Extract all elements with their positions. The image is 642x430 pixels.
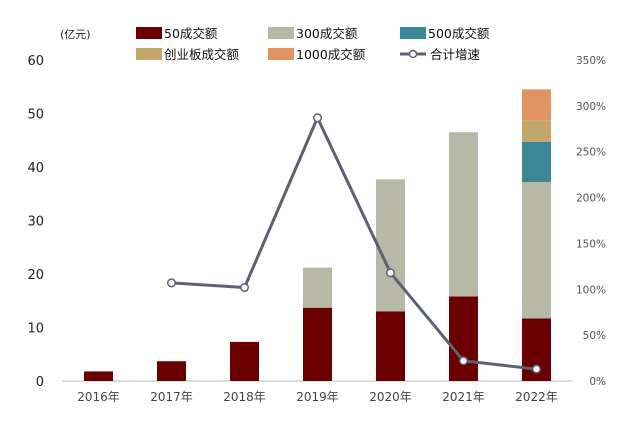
growth-point [385, 268, 396, 278]
legend-swatch [268, 48, 294, 60]
growth-point [312, 113, 323, 123]
growth-point [531, 364, 542, 374]
growth-line [166, 113, 542, 374]
y-left-tick-label: 10 [27, 322, 44, 337]
y-left-tick-label: 60 [27, 54, 44, 69]
y-left-tick-label: 0 [36, 375, 44, 390]
y-right-tick-label: 100% [576, 284, 606, 296]
y-left-tick-label: 40 [27, 161, 44, 176]
legend-swatch [136, 27, 162, 39]
legend-label: 300成交额 [296, 26, 358, 41]
x-tick-label: 2017年 [150, 390, 193, 404]
legend-swatch [136, 48, 162, 60]
legend-label: 创业板成交额 [164, 47, 240, 62]
bar-segment [157, 361, 186, 381]
x-tick-label: 2018年 [223, 390, 266, 404]
y-right-tick-label: 350% [576, 55, 606, 67]
y-right-tick-label: 300% [576, 101, 606, 113]
bars [84, 89, 551, 381]
bar-segment [376, 179, 405, 312]
bar-segment [449, 296, 478, 381]
y-right-tick-label: 0% [589, 376, 606, 388]
growth-point [239, 282, 250, 293]
growth-point [166, 278, 177, 288]
y-left-tick-label: 30 [27, 215, 44, 230]
y-left-tick-label: 20 [27, 268, 44, 283]
bar-segment [303, 267, 332, 308]
y-right-tick-label: 250% [576, 147, 606, 159]
x-tick-label: 2022年 [515, 390, 558, 404]
legend-line-marker [408, 49, 418, 59]
bar-segment [522, 141, 551, 182]
unit-label: (亿元) [60, 28, 91, 41]
legend-swatch [400, 27, 426, 39]
bar-segment [522, 89, 551, 121]
x-tick-label: 2020年 [369, 390, 412, 404]
bar-segment [522, 182, 551, 319]
bar-segment [230, 341, 259, 381]
x-tick-label: 2016年 [77, 390, 120, 404]
x-tick-label: 2021年 [442, 390, 485, 404]
bar-segment [376, 311, 405, 381]
legend-label: 500成交额 [428, 26, 490, 41]
y-right-tick-label: 200% [576, 193, 606, 205]
y-left-tick-label: 50 [27, 108, 44, 123]
legend-label: 1000成交额 [296, 47, 366, 62]
legend-label: 50成交额 [164, 26, 218, 41]
y-axis-right: 0% 50% 100% 150% 200% 250% 300% 350% [576, 55, 606, 388]
bar-segment [84, 371, 113, 381]
x-tick-label: 2019年 [296, 390, 339, 404]
bar-segment [449, 132, 478, 297]
bar-segment [522, 120, 551, 142]
x-axis: 2016年 2017年 2018年 2019年 2020年 2021年 2022年 [77, 390, 558, 404]
bar-segment [303, 307, 332, 381]
y-right-tick-label: 50% [583, 330, 606, 342]
growth-point [458, 356, 469, 366]
legend-swatch [268, 27, 294, 39]
growth-line-path [171, 116, 537, 371]
legend-label: 合计增速 [430, 47, 481, 62]
y-right-tick-label: 150% [576, 238, 606, 250]
y-axis-left: 0 10 20 30 40 50 60 [27, 54, 44, 390]
